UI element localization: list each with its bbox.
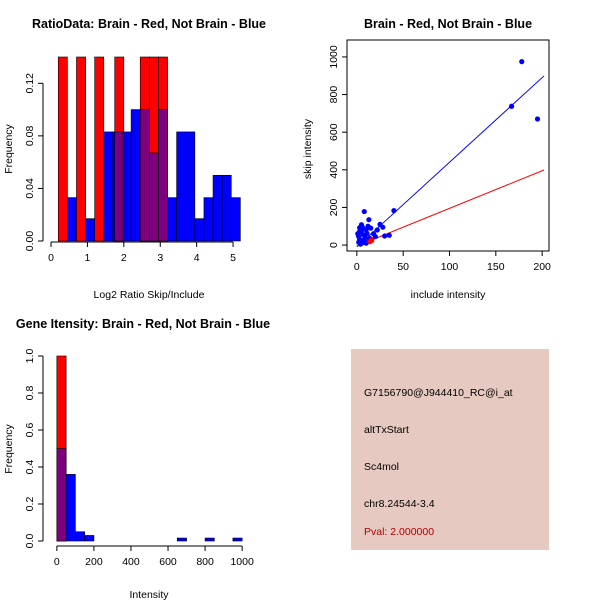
- intensity-x-tick-label: 800: [196, 556, 214, 568]
- ratio-x-tick-label: 3: [157, 252, 163, 264]
- intensity-y-label: Frequency: [3, 423, 15, 473]
- intensity-y-tick-label: 0.4: [24, 460, 36, 475]
- scatter-x-tick-label: 50: [397, 261, 409, 273]
- ratio-y-label: Frequency: [3, 123, 15, 173]
- intensity-x-tick-label: 0: [54, 556, 60, 568]
- point-not-brain: [391, 208, 397, 214]
- fit-line: [356, 75, 545, 248]
- location: chr8.24544-3.4: [364, 498, 435, 510]
- point-not-brain: [534, 116, 541, 122]
- intensity-y-tick-label: 0.6: [24, 423, 36, 438]
- scatter-x-tick-label: 100: [441, 261, 459, 273]
- ratio-x-tick-label: 1: [84, 252, 90, 264]
- intensity-bar-not-brain: [232, 537, 243, 542]
- scatter-panel: 0 50 100 150 200 0 200 400 600 800 1000 Brain - Red…: [302, 17, 551, 301]
- intensity-y-tick-label: 0.8: [24, 386, 36, 401]
- point-not-brain: [368, 225, 374, 231]
- intensity-histogram-panel: 0 200 400 600 800 1000 0.0 0.2 0.4 0.6 0.8 1.0 Gene …: [3, 317, 270, 600]
- ratio-x-label: Log2 Ratio Skip/Include: [94, 289, 205, 301]
- ratio-bar-not-brain: [185, 131, 196, 242]
- scatter-x-tick-label: 0: [354, 261, 360, 273]
- intensity-y-tick-label: 0.2: [24, 497, 36, 512]
- gene-name: Sc4mol: [364, 461, 400, 473]
- point-not-brain: [366, 217, 372, 223]
- intensity-x-tick-label: 400: [122, 556, 140, 568]
- ratio-bar-not-brain: [85, 218, 95, 242]
- pval: Pval: 2.000000: [364, 526, 435, 538]
- ratio-bar-not-brain: [212, 174, 223, 242]
- ratio-histogram-panel: 0 1 2 3 4 5 0.00 0.04 0.08 0.12 RatioData: Brain -…: [3, 17, 266, 301]
- event-type: altTxStart: [364, 424, 409, 436]
- intensity-bar-not-brain: [176, 537, 187, 542]
- scatter-x-tick-label: 200: [533, 261, 551, 273]
- scatter-y-tick-label: 1000: [328, 45, 340, 69]
- intensity-x-tick-label: 1000: [230, 556, 254, 568]
- probe-id: G7156790@J944410_RC@i_at: [364, 387, 513, 399]
- point-not-brain: [364, 230, 370, 236]
- intensity-x-tick-label: 200: [85, 556, 103, 568]
- ratio-bar-not-brain: [230, 197, 241, 242]
- point-not-brain: [357, 241, 364, 247]
- scatter-y-tick-label: 400: [328, 161, 340, 179]
- point-not-brain: [508, 103, 515, 109]
- intensity-title: Gene Itensity: Brain - Red, Not Brain - …: [16, 317, 270, 331]
- intensity-bar-not-brain: [84, 535, 95, 542]
- scatter-plot-frame: [346, 39, 550, 252]
- ratio-y-tick-label: 0.12: [24, 73, 36, 94]
- scatter-y-label: skip intensity: [302, 118, 314, 179]
- ratio-bar-brain: [57, 56, 68, 242]
- ratio-bar-not-brain: [130, 109, 141, 242]
- intensity-bar-overlap: [56, 448, 67, 542]
- scatter-y-tick-label: 600: [328, 123, 340, 141]
- ratio-bar-not-brain: [67, 197, 77, 242]
- point-not-brain: [372, 233, 378, 240]
- point-not-brain: [382, 233, 388, 239]
- intensity-x-label: Intensity: [129, 589, 169, 600]
- ratio-y-tick-label: 0.00: [24, 231, 36, 252]
- point-not-brain: [374, 227, 380, 233]
- intensity-bar-not-brain: [65, 474, 76, 542]
- ratio-bar-not-brain: [194, 218, 205, 242]
- ratio-y-tick-label: 0.04: [24, 178, 36, 199]
- intensity-bar-not-brain: [204, 537, 215, 542]
- intensity-x-tick-label: 600: [159, 556, 177, 568]
- point-not-brain: [380, 224, 386, 230]
- ratio-x-tick-label: 5: [230, 252, 236, 264]
- ratio-bar-overlap: [114, 131, 123, 242]
- ratio-bar-overlap: [149, 152, 159, 242]
- ratio-bar-overlap: [121, 131, 125, 242]
- point-not-brain: [519, 59, 525, 65]
- intensity-y-tick-label: 1.0: [24, 349, 36, 364]
- ratio-bar-not-brain: [221, 174, 232, 242]
- ratio-bar-overlap: [139, 109, 150, 242]
- ratio-bar-not-brain: [203, 197, 214, 242]
- ratio-bar-brain: [76, 56, 86, 242]
- point-not-brain: [386, 232, 392, 238]
- point-not-brain: [361, 208, 367, 215]
- scatter-x-tick-label: 150: [487, 261, 505, 273]
- scatter-y-tick-label: 0: [328, 242, 340, 248]
- info-box: G7156790@J944410_RC@i_at altTxStart Sc4m…: [351, 349, 549, 550]
- scatter-y-tick-label: 200: [328, 199, 340, 217]
- ratio-bar-brain: [94, 56, 105, 242]
- scatter-y-tick-label: 800: [328, 86, 340, 104]
- ratio-y-tick-label: 0.08: [24, 125, 36, 146]
- scatter-title: Brain - Red, Not Brain - Blue: [364, 17, 532, 31]
- ratio-title: RatioData: Brain - Red, Not Brain - Blue: [32, 17, 266, 31]
- point-not-brain: [360, 226, 366, 232]
- ratio-bar-not-brain: [176, 131, 187, 242]
- ratio-x-tick-label: 2: [121, 252, 127, 264]
- ratio-x-tick-label: 4: [194, 252, 200, 264]
- ratio-bar-overlap: [158, 109, 168, 242]
- intensity-bar-not-brain: [75, 531, 85, 542]
- intensity-y-tick-label: 0.0: [24, 534, 36, 549]
- ratio-x-tick-label: 0: [48, 252, 54, 264]
- scatter-x-label: include intensity: [411, 289, 486, 301]
- point-brain: [369, 237, 375, 243]
- ratio-bar-not-brain: [103, 131, 114, 242]
- ratio-bar-not-brain: [167, 197, 177, 242]
